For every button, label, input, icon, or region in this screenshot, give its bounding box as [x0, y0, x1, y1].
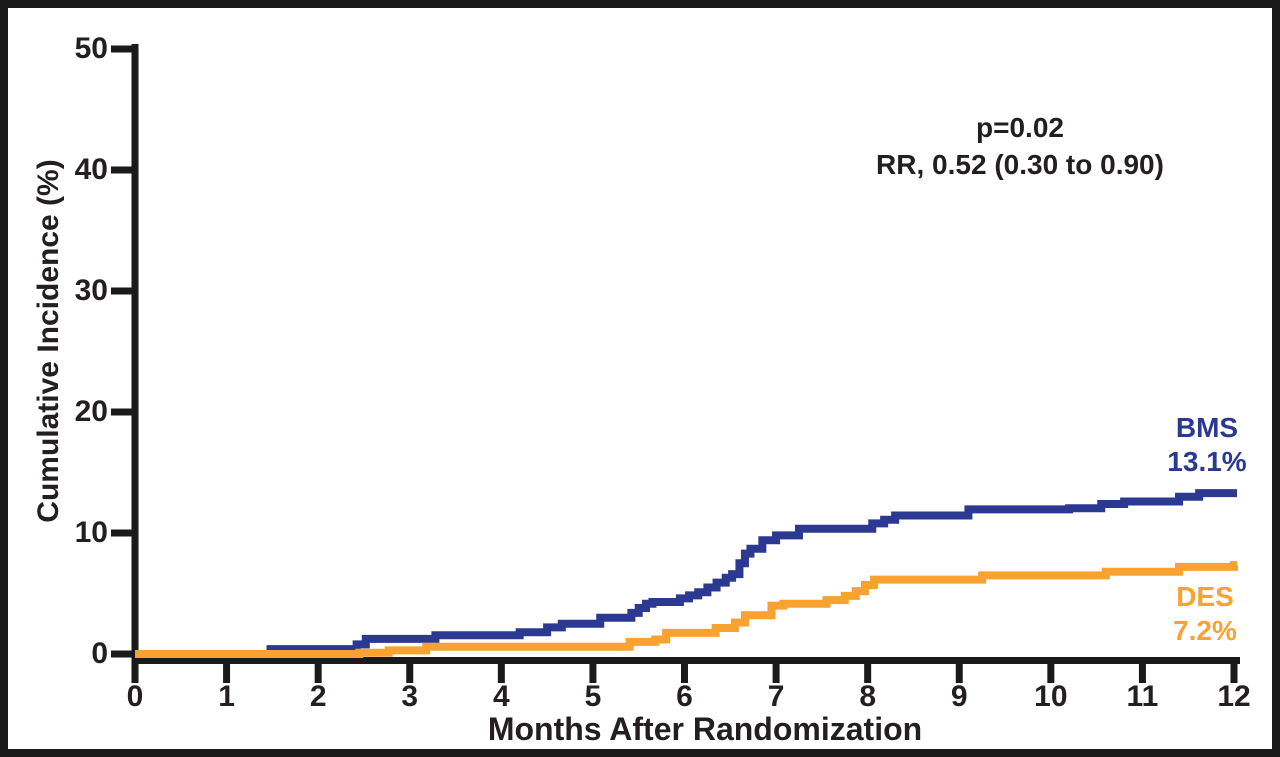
axis-segment: [111, 166, 135, 174]
bms-curve: [135, 489, 1237, 658]
x-tick-label: 8: [859, 680, 876, 713]
x-tick-label: 12: [1217, 680, 1251, 713]
stats-annotation: p=0.02 RR, 0.52 (0.30 to 0.90): [770, 109, 1270, 183]
relative-risk-text: RR, 0.52 (0.30 to 0.90): [876, 149, 1164, 180]
bms-final-value: 13.1%: [1167, 446, 1247, 477]
bms-curve-label: BMS 13.1%: [1117, 411, 1272, 479]
x-tick-label: 7: [767, 680, 785, 713]
axis-segment: [314, 657, 322, 683]
y-tick-label: 20: [74, 395, 108, 428]
axis-segment: [1230, 657, 1238, 683]
des-name: DES: [1176, 581, 1234, 612]
axis-segment: [111, 529, 135, 537]
x-tick-label: 1: [218, 680, 235, 713]
x-tick-label: 3: [401, 680, 419, 713]
y-tick-label: 40: [74, 153, 108, 186]
axis-segment: [131, 657, 139, 683]
axis-segment: [111, 650, 135, 658]
x-tick-label: 2: [309, 680, 327, 713]
des-final-value: 7.2%: [1173, 615, 1237, 646]
axis-segment: [955, 657, 963, 683]
axis-segment: [864, 657, 872, 683]
y-tick-label: 10: [74, 516, 108, 549]
y-tick-label: 50: [74, 32, 108, 65]
p-value-text: p=0.02: [976, 112, 1064, 143]
axis-segment: [772, 657, 780, 683]
des-curve-label: DES 7.2%: [1115, 580, 1272, 648]
x-tick-label: 5: [584, 680, 602, 713]
axis-segment: [497, 657, 505, 683]
x-tick-label: 0: [126, 680, 144, 713]
axis-segment: [111, 408, 135, 416]
y-tick-label: 0: [91, 637, 108, 670]
axis-segment: [131, 44, 139, 664]
plot-area: [111, 44, 1240, 683]
axis-segment: [589, 657, 597, 683]
axis-segment: [1047, 657, 1055, 683]
x-tick-label: 6: [676, 680, 693, 713]
x-axis-title: Months After Randomization: [487, 711, 923, 747]
des-curve: [135, 561, 1238, 658]
axis-segment: [681, 657, 688, 683]
x-tick-label: 11: [1126, 680, 1159, 713]
axis-segment: [1138, 657, 1146, 683]
x-tick-label: 9: [950, 680, 968, 713]
axis-segment: [406, 657, 414, 683]
y-tick-label: 30: [74, 274, 108, 307]
bms-name: BMS: [1175, 412, 1239, 443]
axis-segment: [111, 45, 135, 53]
x-tick-label: 10: [1034, 680, 1068, 713]
x-tick-label: 4: [492, 680, 510, 713]
axis-segment: [223, 657, 231, 683]
axis-segment: [111, 287, 135, 295]
